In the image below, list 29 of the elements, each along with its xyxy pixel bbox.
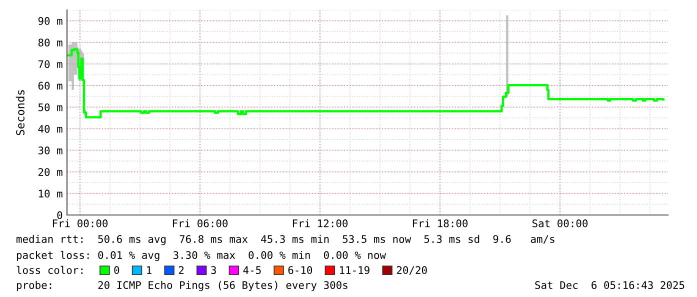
text: probe: 20 ICMP Echo Pings (56 Bytes) every 300s (16, 280, 348, 292)
legend-label: 3 (211, 266, 216, 274)
x-tick-label: Fri 18:00 (412, 219, 468, 228)
text: packet loss: 0.01 % avg 3.30 % max 0.00 % min 0.00 % now (16, 250, 386, 262)
legend-title: loss color: (16, 266, 82, 274)
y-tick-label: 40 m (38, 124, 62, 133)
legend-label: 2 (178, 266, 184, 274)
legend-label: 6-10 (288, 266, 312, 274)
x-tick-label: Fri 06:00 (172, 219, 228, 228)
text: median rtt: 50.6 ms avg 76.8 ms max 45.3 ms min 53.5 ms now 5.3 ms sd 9.6 am/s (16, 234, 554, 246)
y-tick-label: 60 m (38, 82, 62, 90)
legend-label: 0 (114, 266, 120, 274)
legend-label: 20/20 (396, 266, 427, 275)
y-tick-label: 0 (57, 211, 62, 220)
y-tick-label: 20 m (38, 168, 62, 176)
x-tick-label: Fri 00:00 (52, 219, 108, 228)
y-axis-title: Seconds (16, 90, 24, 136)
y-tick-label: 10 m (39, 190, 62, 198)
y-tick-label: 80 m (38, 38, 62, 46)
y-tick-label: 50 m (38, 103, 62, 112)
legend-label: 4-5 (243, 266, 261, 274)
legend-label: 1 (147, 266, 152, 274)
text: Sat Dec 6 05:16:43 2025 (535, 281, 684, 290)
x-tick-label: Fri 12:00 (292, 219, 348, 228)
y-tick-label: 30 m (38, 146, 62, 154)
y-tick-label: 90 m (38, 17, 62, 25)
legend-label: 11-19 (340, 266, 370, 274)
y-tick-label: 70 m (38, 60, 62, 68)
x-tick-label: Sat 00:00 (532, 219, 588, 228)
